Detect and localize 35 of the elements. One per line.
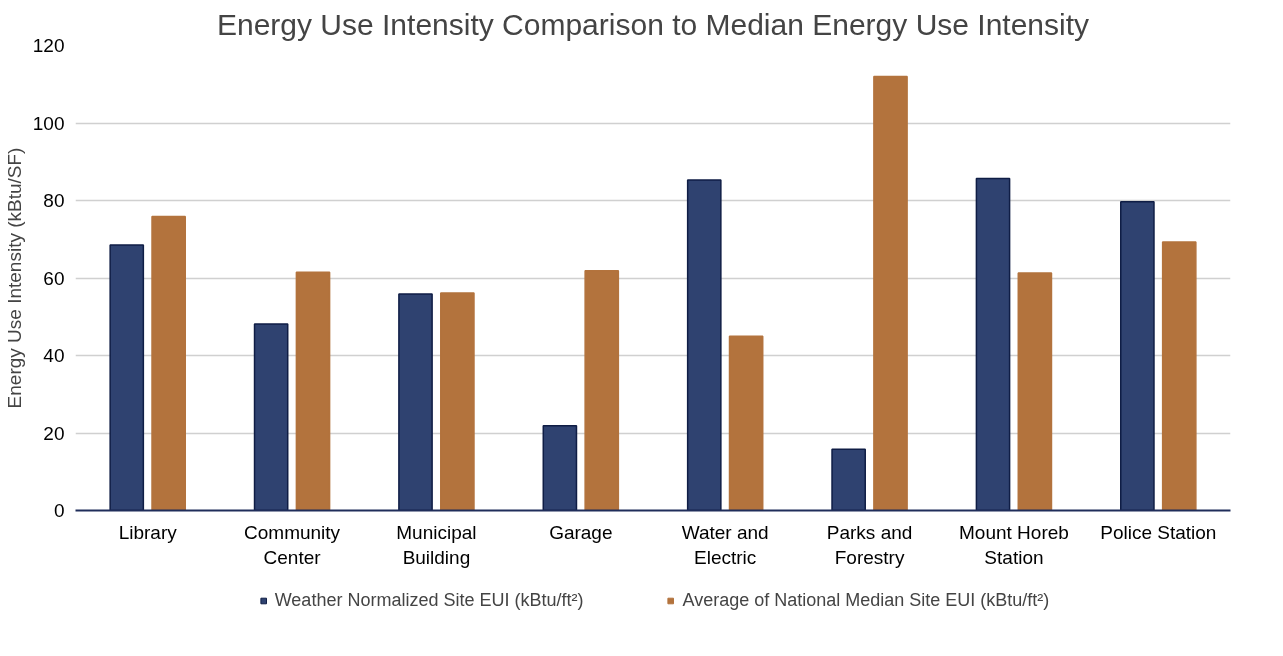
bar (873, 75, 908, 511)
x-tick-label: Library (118, 521, 178, 543)
y-tick-label: 0 (53, 500, 65, 521)
legend-label: Average of National Median Site EUI (kBtu/ft²) (682, 589, 1050, 611)
y-tick-label: 120 (32, 35, 65, 56)
bar (1120, 200, 1155, 511)
x-tick-label: Municipal Building (396, 521, 477, 568)
bar (151, 215, 186, 511)
y-tick-label: 40 (43, 345, 65, 366)
bar (253, 323, 289, 511)
legend-label: Weather Normalized Site EUI (kBtu/ft²) (274, 589, 584, 611)
x-tick-label: Police Station (1100, 521, 1217, 543)
bar (398, 293, 433, 511)
bar (584, 269, 620, 511)
bar (542, 424, 578, 511)
x-tick-label: Water and Electric (681, 521, 769, 568)
bar (295, 271, 331, 511)
y-axis-title: Energy Use Intensity (kBtu/SF) (3, 147, 25, 409)
x-tick-label: Mount Horeb Station (959, 521, 1069, 568)
bar (728, 335, 764, 511)
y-tick-label: 60 (43, 267, 65, 289)
y-tick-label: 100 (32, 112, 65, 134)
bar (1161, 241, 1197, 511)
bar (831, 448, 866, 511)
bar (1017, 272, 1053, 511)
x-tick-label: Community Center (244, 521, 341, 568)
y-tick-label: 80 (43, 190, 65, 211)
y-tick-label: 20 (43, 422, 65, 444)
bar (686, 179, 722, 511)
chart-title: Energy Use Intensity Comparison to Median Energy Use Intensity (216, 7, 1090, 41)
bar (109, 244, 145, 511)
x-tick-label: Parks and Forestry (826, 521, 913, 568)
x-tick-label: Garage (549, 521, 613, 543)
bar (440, 292, 475, 511)
bar (975, 177, 1011, 511)
